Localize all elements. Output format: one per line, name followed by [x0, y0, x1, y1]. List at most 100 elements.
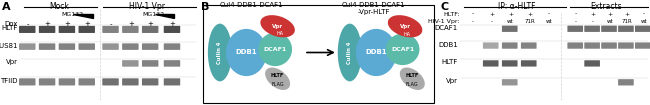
- FancyBboxPatch shape: [164, 78, 180, 85]
- Text: Vpr: Vpr: [6, 59, 18, 66]
- Ellipse shape: [386, 34, 419, 65]
- Text: FLAG: FLAG: [271, 81, 284, 87]
- Text: HIV-1 Vpr: HIV-1 Vpr: [129, 2, 164, 11]
- Text: DDB1: DDB1: [365, 49, 387, 56]
- FancyBboxPatch shape: [58, 43, 75, 50]
- FancyBboxPatch shape: [122, 60, 138, 67]
- Text: DCAF1: DCAF1: [391, 47, 414, 52]
- FancyBboxPatch shape: [164, 60, 180, 67]
- Ellipse shape: [259, 33, 292, 66]
- FancyBboxPatch shape: [58, 78, 75, 85]
- Text: DDB1: DDB1: [438, 42, 458, 48]
- Ellipse shape: [261, 15, 295, 37]
- Text: Cul4-DDB1-DCAF1
-Vpr-HLTF: Cul4-DDB1-DCAF1 -Vpr-HLTF: [342, 2, 406, 15]
- FancyBboxPatch shape: [79, 43, 95, 50]
- FancyBboxPatch shape: [39, 26, 55, 33]
- Text: +: +: [64, 21, 70, 27]
- FancyBboxPatch shape: [483, 42, 499, 49]
- FancyBboxPatch shape: [19, 78, 36, 85]
- Text: Mock: Mock: [49, 2, 70, 11]
- FancyBboxPatch shape: [618, 42, 634, 49]
- Text: HLTF: HLTF: [406, 73, 419, 78]
- FancyBboxPatch shape: [502, 42, 517, 49]
- FancyBboxPatch shape: [39, 43, 55, 50]
- FancyBboxPatch shape: [142, 78, 159, 85]
- Text: HIV-1 Vpr:: HIV-1 Vpr:: [428, 19, 460, 24]
- Text: TFIID: TFIID: [1, 78, 18, 84]
- Text: -: -: [575, 19, 577, 24]
- Text: +: +: [607, 12, 612, 17]
- Text: -: -: [471, 19, 474, 24]
- Text: Extracts: Extracts: [590, 2, 621, 11]
- FancyBboxPatch shape: [203, 5, 434, 103]
- Text: Vpr: Vpr: [272, 24, 283, 29]
- Text: +: +: [527, 12, 532, 17]
- FancyBboxPatch shape: [567, 26, 583, 32]
- FancyBboxPatch shape: [164, 43, 180, 50]
- Text: +: +: [84, 21, 90, 27]
- Text: Dox: Dox: [5, 21, 18, 27]
- Text: MG132: MG132: [62, 12, 84, 17]
- Text: HLTF:: HLTF:: [443, 12, 460, 17]
- FancyBboxPatch shape: [79, 78, 95, 85]
- Text: IP: α-HLTF: IP: α-HLTF: [498, 2, 536, 11]
- Text: +: +: [128, 21, 134, 27]
- Text: -: -: [575, 12, 577, 17]
- Text: wt: wt: [606, 19, 613, 24]
- FancyBboxPatch shape: [102, 78, 119, 85]
- FancyBboxPatch shape: [601, 42, 617, 49]
- FancyBboxPatch shape: [58, 26, 75, 33]
- Text: HLTF: HLTF: [271, 73, 284, 78]
- Text: MUS81: MUS81: [0, 43, 18, 49]
- Text: HLTF: HLTF: [1, 25, 18, 31]
- Polygon shape: [73, 14, 93, 18]
- Text: FLAG: FLAG: [406, 81, 419, 87]
- FancyBboxPatch shape: [164, 26, 180, 33]
- FancyBboxPatch shape: [102, 43, 119, 50]
- FancyBboxPatch shape: [19, 26, 36, 33]
- Text: -: -: [27, 21, 29, 27]
- FancyBboxPatch shape: [39, 78, 55, 85]
- Text: B: B: [201, 2, 209, 12]
- Ellipse shape: [388, 15, 423, 37]
- FancyBboxPatch shape: [635, 42, 650, 49]
- Text: +: +: [489, 12, 494, 17]
- FancyBboxPatch shape: [142, 26, 159, 33]
- Text: A: A: [2, 2, 10, 12]
- FancyBboxPatch shape: [584, 60, 600, 67]
- Text: wt: wt: [640, 19, 647, 24]
- Text: 71R: 71R: [621, 19, 632, 24]
- Polygon shape: [155, 14, 174, 18]
- Text: -: -: [592, 19, 594, 24]
- FancyBboxPatch shape: [483, 60, 499, 67]
- Text: Vpr: Vpr: [446, 78, 458, 84]
- Text: DCAF1: DCAF1: [264, 47, 287, 52]
- Text: -: -: [643, 12, 645, 17]
- Ellipse shape: [356, 29, 396, 76]
- Text: -: -: [491, 19, 493, 24]
- Text: Vpr: Vpr: [400, 24, 411, 29]
- Text: -: -: [547, 12, 550, 17]
- Text: wt: wt: [545, 19, 552, 24]
- FancyBboxPatch shape: [102, 26, 119, 33]
- FancyBboxPatch shape: [521, 42, 536, 49]
- FancyBboxPatch shape: [584, 42, 600, 49]
- FancyBboxPatch shape: [502, 60, 517, 67]
- Ellipse shape: [226, 29, 266, 76]
- Text: DDB1: DDB1: [235, 49, 257, 56]
- FancyBboxPatch shape: [567, 42, 583, 49]
- Ellipse shape: [265, 68, 290, 90]
- FancyBboxPatch shape: [584, 26, 600, 32]
- FancyBboxPatch shape: [79, 26, 95, 33]
- Ellipse shape: [208, 24, 232, 81]
- FancyBboxPatch shape: [521, 60, 536, 67]
- Text: -: -: [471, 12, 474, 17]
- Text: HLTF: HLTF: [441, 59, 458, 66]
- Text: HA: HA: [276, 31, 283, 36]
- Text: +: +: [508, 12, 514, 17]
- Text: DCAF1: DCAF1: [434, 25, 458, 31]
- Text: +: +: [45, 21, 51, 27]
- FancyBboxPatch shape: [502, 26, 517, 32]
- Ellipse shape: [338, 24, 362, 81]
- Text: HA: HA: [404, 32, 411, 37]
